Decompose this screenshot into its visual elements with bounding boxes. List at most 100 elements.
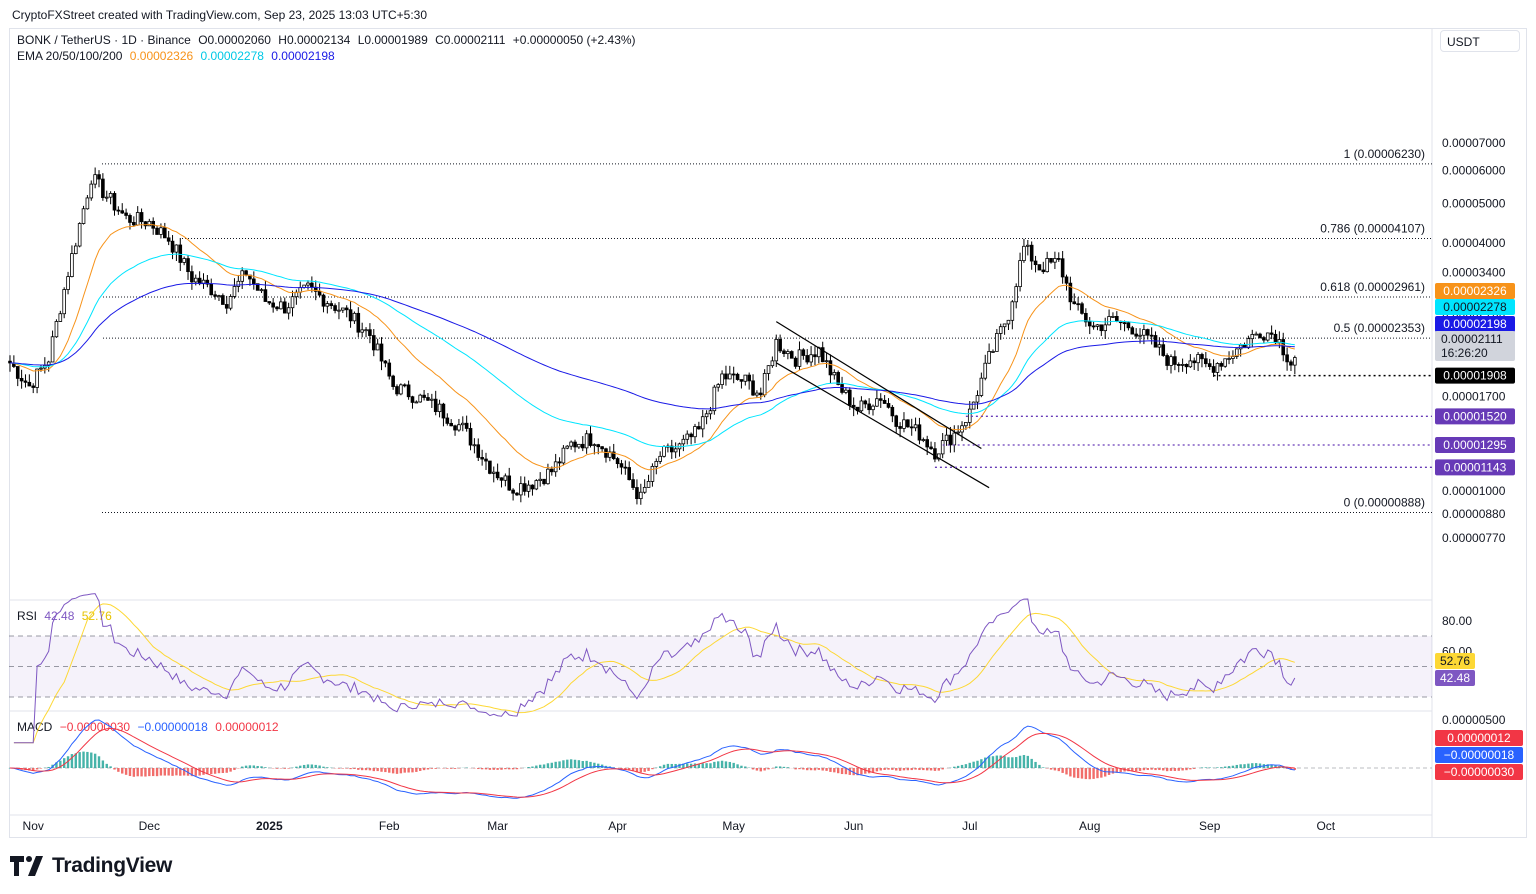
- rsi-tick-label: 80.00: [1442, 614, 1472, 628]
- macd-hist-bar: [480, 768, 484, 770]
- candle-up: [193, 277, 198, 283]
- support-badge-text: 0.00001520: [1443, 409, 1507, 423]
- time-axis-label: May: [722, 819, 745, 833]
- macd-hist-bar: [171, 768, 174, 776]
- macd-hist-bar: [380, 768, 383, 772]
- candle-down: [1289, 361, 1293, 366]
- candle-up: [608, 451, 612, 458]
- candle-up: [375, 343, 380, 351]
- macd-hist-bar: [705, 763, 708, 768]
- candle-up: [979, 377, 984, 396]
- macd-hist-bar: [751, 768, 755, 770]
- ema100-value: 0.00002198: [271, 49, 335, 63]
- candle-down: [948, 434, 953, 446]
- candle-down: [1130, 327, 1135, 335]
- candle-down: [596, 444, 601, 448]
- macd-hist-bar: [651, 768, 654, 770]
- macd-hist-bar: [577, 760, 581, 768]
- macd-badge-bg: [1435, 764, 1523, 780]
- macd-hist-bar: [426, 768, 430, 770]
- candle-down: [731, 373, 736, 376]
- candle-up: [937, 453, 941, 460]
- macd-hist-bar: [1204, 767, 1208, 768]
- candle-down: [906, 419, 910, 428]
- candle-up: [824, 360, 829, 363]
- ema100-price-badge-bg: [1435, 316, 1515, 332]
- macd-hist-bar: [844, 768, 848, 775]
- candle-up: [1107, 316, 1111, 326]
- support-badge-bg: [1435, 459, 1515, 476]
- macd-hist-bar: [829, 768, 832, 772]
- candle-up: [240, 270, 245, 282]
- macd-hist-bar: [302, 764, 306, 768]
- ema-label[interactable]: EMA 20/50/100/200: [17, 49, 123, 63]
- time-axis-label: Nov: [23, 819, 44, 833]
- price-tick-label: 0.00007000: [1442, 136, 1506, 150]
- candle-down: [402, 384, 407, 387]
- rsi-label[interactable]: RSI: [17, 609, 38, 623]
- candle-up: [81, 208, 86, 224]
- macd-hist-bar: [782, 766, 786, 768]
- candle-down: [170, 240, 175, 253]
- candle-down: [205, 279, 210, 285]
- candle-up: [1196, 354, 1200, 364]
- support-badge: [1435, 459, 1515, 476]
- macd-hist-bar: [1227, 766, 1231, 768]
- candle-up: [693, 426, 697, 438]
- macd-hist-bar: [597, 763, 600, 768]
- macd-hist-bar: [1015, 757, 1018, 768]
- candle-up: [964, 421, 968, 427]
- candle-down: [371, 335, 376, 351]
- macd-hist-bar: [531, 766, 534, 768]
- candle-down: [476, 444, 481, 458]
- candle-down: [1087, 321, 1092, 327]
- candle-down: [898, 426, 902, 429]
- ema50-price-badge: 0.00002278: [1443, 300, 1507, 314]
- macd-hist-bar: [399, 768, 403, 774]
- symbol-title[interactable]: BONK / TetherUS · 1D · Binance: [17, 33, 191, 47]
- candle-down: [522, 483, 527, 492]
- macd-hist-bar: [206, 768, 209, 775]
- macd-hist-bar: [86, 751, 89, 768]
- macd-line: [9, 719, 1295, 799]
- candle-up: [290, 296, 295, 309]
- candle-down: [739, 379, 744, 382]
- macd-hist-bar: [1042, 767, 1045, 768]
- macd-hist-bar: [1022, 755, 1026, 768]
- ema100-line: [10, 282, 1295, 410]
- macd-hist-bar: [744, 766, 747, 768]
- macd-hist-bar: [701, 763, 704, 768]
- macd-hist-bar: [887, 768, 890, 770]
- candle-up: [232, 286, 237, 297]
- candle-up: [546, 468, 550, 485]
- candle-down: [310, 282, 314, 288]
- macd-hist-bar: [47, 766, 50, 768]
- macd-hist-bar: [573, 759, 577, 768]
- candle-up: [1254, 333, 1258, 336]
- macd-hist-bar: [1011, 757, 1014, 768]
- candle-up: [534, 480, 539, 490]
- candle-up: [654, 461, 659, 467]
- macd-hist-bar: [155, 768, 159, 777]
- macd-label[interactable]: MACD: [17, 720, 53, 734]
- macd-hist-bar: [871, 768, 875, 773]
- currency-selector[interactable]: USDT: [1440, 30, 1520, 52]
- candle-up: [1223, 358, 1227, 367]
- candle-down: [631, 479, 635, 488]
- macd-hist-bar: [953, 766, 956, 768]
- candle-up: [1045, 258, 1049, 273]
- candle-down: [1273, 333, 1278, 344]
- candle-up: [1250, 334, 1255, 340]
- rsi-legend: RSI 42.48 52.76: [17, 609, 116, 623]
- candle-up: [766, 365, 771, 374]
- macd-hist-bar: [1142, 768, 1146, 771]
- macd-hist-bar: [415, 768, 418, 772]
- price-tick-label: 0.00001700: [1442, 389, 1506, 403]
- candle-up: [1142, 329, 1146, 336]
- tradingview-logo[interactable]: TradingView: [10, 853, 172, 879]
- candle-up: [352, 312, 357, 322]
- macd-hist-bar: [32, 768, 35, 771]
- macd-hist-bar: [260, 766, 263, 768]
- candle-up: [700, 416, 705, 430]
